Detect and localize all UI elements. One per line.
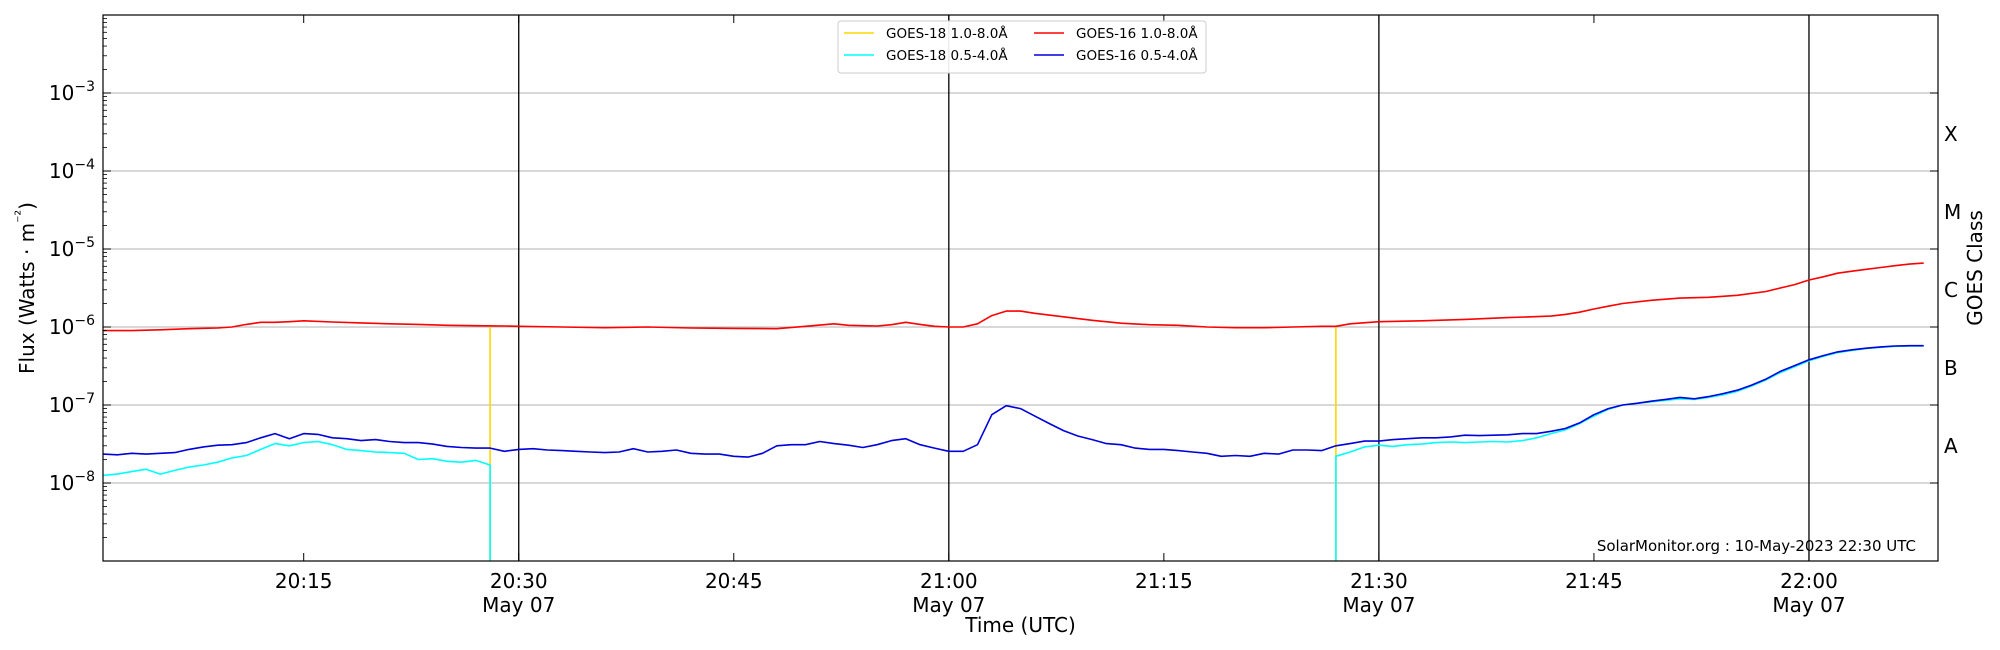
x-tick-date-label: May 07 bbox=[1772, 593, 1845, 617]
x-tick-label: 21:00 bbox=[920, 569, 978, 593]
goes-class-label: C bbox=[1944, 278, 1958, 302]
gridlines bbox=[103, 92, 1938, 484]
y-tick-label: 10−8 bbox=[49, 469, 95, 495]
y-tick-label: 10−3 bbox=[49, 79, 95, 105]
goes-class-label: B bbox=[1944, 356, 1958, 380]
x-tick-label: 22:00 bbox=[1780, 569, 1838, 593]
goes-class-labels: A B C M X bbox=[1944, 122, 1961, 458]
x-tick-label: 20:30 bbox=[490, 569, 548, 593]
legend-entry-label: GOES-16 0.5-4.0Å bbox=[1076, 47, 1198, 64]
x-tick-label: 20:15 bbox=[275, 569, 333, 593]
series-line bbox=[103, 344, 1924, 458]
legend: GOES-18 1.0-8.0Å GOES-18 0.5-4.0Å GOES-16 … bbox=[837, 20, 1207, 74]
x-tick-date-label: May 07 bbox=[912, 593, 985, 617]
y-tick-label: 10−5 bbox=[49, 235, 95, 261]
goes-class-label: A bbox=[1944, 434, 1958, 458]
series-line bbox=[103, 440, 491, 561]
legend-entry-label: GOES-18 0.5-4.0Å bbox=[886, 47, 1008, 64]
y-axis-ticks: 10−8 10−7 10−6 10−5 10−4 10−3 bbox=[49, 18, 1938, 538]
legend-entry-label: GOES-18 1.0-8.0Å bbox=[886, 25, 1008, 42]
x-tick-label: 21:15 bbox=[1135, 569, 1193, 593]
y2-axis-title: GOES Class bbox=[1963, 210, 1987, 326]
legend-box bbox=[837, 20, 1207, 74]
y-tick-label: 10−7 bbox=[49, 391, 95, 417]
x-tick-label: 20:45 bbox=[705, 569, 763, 593]
y-tick-label: 10−4 bbox=[49, 157, 95, 183]
y-tick-label: 10−6 bbox=[49, 313, 95, 339]
goes-class-label: X bbox=[1944, 122, 1958, 146]
goes-class-label: M bbox=[1944, 200, 1961, 224]
legend-entry-label: GOES-16 1.0-8.0Å bbox=[1076, 25, 1198, 42]
time-markers bbox=[518, 15, 1810, 561]
footer-credit: SolarMonitor.org : 10-May-2023 22:30 UTC bbox=[1597, 537, 1916, 555]
series-line bbox=[103, 262, 1924, 332]
x-tick-date-label: May 07 bbox=[482, 593, 555, 617]
plot-frame bbox=[102, 14, 1939, 562]
x-tick-date-label: May 07 bbox=[1342, 593, 1415, 617]
x-tick-label: 21:45 bbox=[1565, 569, 1623, 593]
y-axis-title: Flux (Watts · m⁻²) bbox=[13, 202, 39, 374]
x-axis-title: Time (UTC) bbox=[964, 613, 1076, 637]
x-tick-label: 21:30 bbox=[1350, 569, 1408, 593]
series-lines bbox=[103, 262, 1924, 561]
